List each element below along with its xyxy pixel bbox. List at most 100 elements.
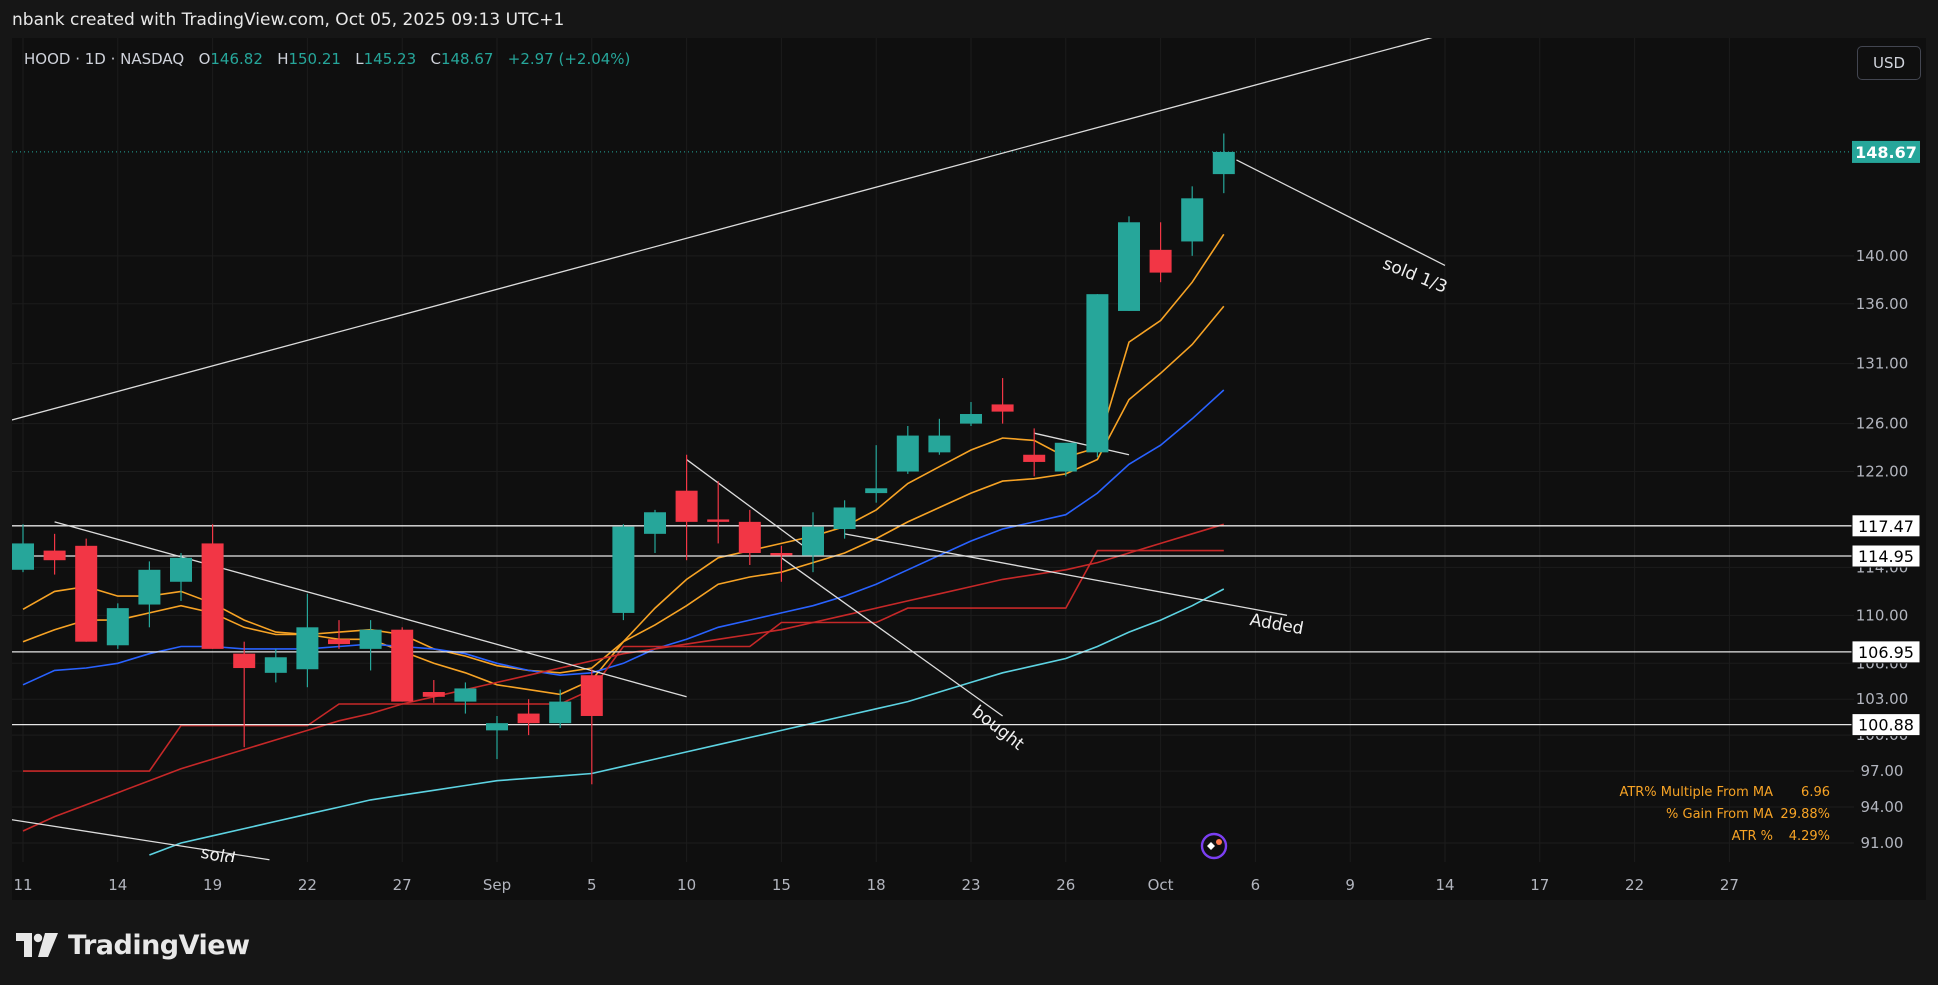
trendline bbox=[686, 459, 814, 554]
annotation-label: bought bbox=[968, 702, 1028, 755]
level-price-tag bbox=[1851, 514, 1921, 538]
trendline bbox=[54, 521, 687, 698]
y-tick-label: 126.00 bbox=[1856, 415, 1909, 433]
x-tick-label: 18 bbox=[867, 876, 886, 894]
candle-body bbox=[233, 653, 256, 669]
indicator-line-3 bbox=[23, 549, 1224, 772]
low-value: 145.23 bbox=[363, 50, 417, 68]
indicator-table-value: 4.29% bbox=[1789, 829, 1830, 844]
candle bbox=[1212, 133, 1235, 194]
candle bbox=[486, 715, 508, 760]
candle-body bbox=[296, 627, 319, 670]
candle-body bbox=[896, 435, 919, 472]
level-price-text: 117.47 bbox=[1858, 517, 1914, 536]
candle-body bbox=[391, 629, 414, 702]
trendline bbox=[1034, 432, 1130, 456]
trendline bbox=[1236, 159, 1446, 266]
open-value: 146.82 bbox=[210, 50, 263, 68]
candle bbox=[12, 524, 34, 573]
x-tick-label: 27 bbox=[393, 876, 412, 894]
candle bbox=[1086, 294, 1109, 458]
candle-body bbox=[328, 639, 350, 645]
trendline bbox=[12, 38, 1433, 421]
trendline bbox=[12, 819, 270, 861]
ohlc-legend: HOOD · 1D · NASDAQ O146.82 H150.21 L145.… bbox=[24, 50, 630, 68]
tradingview-logo[interactable]: TradingView bbox=[16, 925, 250, 965]
candle-body bbox=[802, 526, 824, 556]
candle-body bbox=[1054, 442, 1077, 472]
y-tick-label: 110.00 bbox=[1856, 606, 1909, 624]
candle bbox=[201, 524, 224, 649]
top-bar: nbank created with TradingView.com, Oct … bbox=[0, 0, 1938, 38]
tradingview-logo-icon bbox=[16, 933, 58, 957]
candle bbox=[75, 538, 98, 642]
candle bbox=[549, 689, 572, 728]
candle-body bbox=[12, 543, 34, 570]
open-key: O bbox=[198, 50, 211, 68]
candle-body bbox=[1212, 151, 1235, 175]
last-price-tag bbox=[1852, 140, 1920, 163]
candle-body bbox=[170, 557, 192, 582]
candle-body bbox=[833, 507, 856, 530]
candle bbox=[170, 553, 192, 601]
symbol-label[interactable]: HOOD · 1D · NASDAQ bbox=[24, 50, 185, 68]
candle-body bbox=[675, 490, 698, 522]
candle bbox=[928, 418, 951, 455]
sparkle-icon-dot bbox=[1216, 839, 1222, 845]
candle bbox=[612, 524, 635, 621]
x-tick-label: 15 bbox=[772, 876, 791, 894]
currency-button[interactable]: USD bbox=[1857, 46, 1921, 80]
x-tick-label: 26 bbox=[1056, 876, 1075, 894]
x-tick-label: 19 bbox=[203, 876, 222, 894]
candle bbox=[391, 627, 414, 702]
x-tick-label: 14 bbox=[1435, 876, 1454, 894]
candle bbox=[675, 454, 698, 561]
candle-body bbox=[549, 701, 572, 724]
change-value: +2.97 (+2.04%) bbox=[507, 50, 631, 68]
x-tick-label: 10 bbox=[677, 876, 696, 894]
candle bbox=[580, 669, 603, 785]
plot-area[interactable]: sold 1/3 Added bought sold bbox=[7, 4, 1854, 869]
chart-frame[interactable] bbox=[12, 38, 1926, 900]
candle-body bbox=[43, 550, 66, 561]
indicator-line-4 bbox=[22, 523, 1225, 832]
candle bbox=[707, 481, 730, 544]
sparkle-icon-ring bbox=[1200, 832, 1228, 860]
candle bbox=[106, 603, 129, 649]
trendline bbox=[781, 557, 1003, 717]
level-price-text: 106.95 bbox=[1858, 643, 1914, 662]
candle bbox=[833, 500, 856, 539]
x-tick-label: Oct bbox=[1148, 876, 1174, 894]
candle-body bbox=[612, 526, 635, 613]
level-price-text: 114.95 bbox=[1858, 547, 1914, 566]
candle-body bbox=[517, 713, 540, 724]
candle-body bbox=[1023, 454, 1046, 462]
candle-body bbox=[422, 692, 445, 697]
candle-body bbox=[960, 414, 982, 424]
candle bbox=[770, 545, 793, 582]
x-tick-label: 14 bbox=[108, 876, 127, 894]
y-tick-label: 136.00 bbox=[1856, 295, 1909, 313]
close-key: C bbox=[430, 50, 441, 68]
candle bbox=[43, 533, 66, 575]
candle bbox=[1118, 216, 1140, 311]
x-tick-label: Sep bbox=[483, 876, 511, 894]
candle bbox=[802, 512, 824, 573]
candle-body bbox=[138, 569, 161, 605]
y-tick-label: 122.00 bbox=[1856, 463, 1909, 481]
trendline bbox=[844, 533, 1288, 616]
candle bbox=[738, 509, 761, 565]
candle bbox=[264, 648, 287, 683]
candle bbox=[517, 699, 540, 736]
candle bbox=[991, 378, 1014, 424]
close-value: 148.67 bbox=[440, 50, 494, 68]
annotation-label: sold bbox=[199, 843, 237, 870]
indicator-table-label: ATR % bbox=[1732, 829, 1773, 844]
candle-body bbox=[580, 675, 603, 716]
sparkle-icon-star bbox=[1207, 842, 1215, 850]
sparkle-assistant-icon[interactable] bbox=[1200, 832, 1228, 860]
candle-body bbox=[991, 404, 1014, 412]
y-tick-label: 91.00 bbox=[1861, 834, 1904, 852]
y-tick-label: 103.00 bbox=[1856, 690, 1909, 708]
